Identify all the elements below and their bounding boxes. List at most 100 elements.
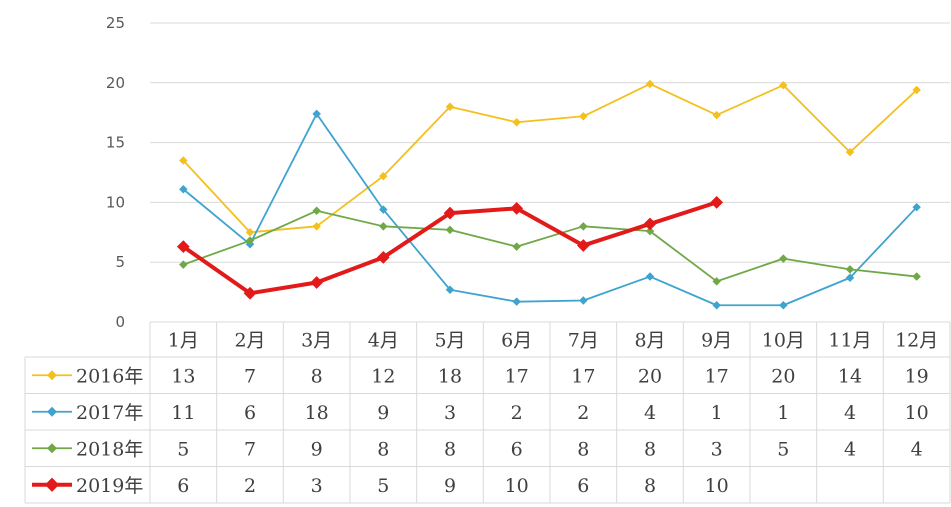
category-label: 1月 (168, 330, 199, 352)
data-point (712, 301, 721, 310)
data-point (312, 109, 321, 119)
data-point (245, 228, 255, 237)
category-label: 3月 (301, 330, 332, 352)
category-label: 9月 (701, 330, 732, 352)
data-point (245, 236, 255, 245)
data-point (179, 185, 188, 194)
table-cell-value: 2 (244, 475, 256, 497)
data-point (579, 112, 588, 121)
data-point (779, 254, 788, 263)
data-point (512, 297, 521, 306)
table-cell-value: 4 (844, 402, 856, 424)
y-tick-label: 15 (106, 134, 125, 152)
category-label: 12月 (895, 330, 938, 352)
legend-marker (44, 477, 60, 492)
data-point (312, 206, 321, 216)
category-label: 8月 (634, 330, 665, 352)
data-point (445, 102, 455, 111)
legend-label: 2016年 (76, 365, 143, 387)
table-cell-value: 8 (644, 438, 656, 460)
gridlines (150, 22, 950, 263)
data-point (179, 156, 188, 165)
table-cell-value: 2 (577, 402, 589, 424)
table-cell-value: 18 (438, 365, 462, 387)
table-cell-value: 6 (511, 438, 523, 460)
data-point (445, 225, 455, 235)
table-cell-value: 10 (705, 475, 729, 497)
data-point (379, 171, 388, 181)
y-tick-label: 0 (115, 313, 125, 331)
category-label: 5月 (434, 330, 465, 352)
table-cell-value: 9 (311, 438, 323, 460)
table-cell-value: 8 (577, 438, 589, 460)
table-cell-value: 9 (377, 402, 389, 424)
data-point (512, 242, 521, 251)
category-label: 2月 (234, 330, 265, 352)
category-label: 11月 (828, 330, 871, 352)
series-line (182, 112, 918, 307)
table-cell-value: 6 (177, 475, 189, 497)
table-cell-value: 20 (771, 365, 795, 387)
legend-label: 2017年 (76, 402, 143, 424)
data-point (310, 276, 324, 289)
data-point (845, 273, 855, 282)
table-cell-value: 17 (505, 365, 529, 387)
table-cell-value: 8 (644, 475, 656, 497)
table-cell-value: 8 (444, 438, 456, 460)
table-cell-value: 10 (905, 402, 929, 424)
series-line (183, 209, 917, 283)
table-cell-value: 13 (171, 365, 195, 387)
category-label: 7月 (568, 330, 599, 352)
data-point (243, 286, 257, 300)
table-cell-value: 6 (244, 402, 256, 424)
y-axis-ticks: 0 5 10 15 20 25 (106, 14, 125, 331)
table-cell-value: 18 (305, 402, 329, 424)
table-cell-value: 2 (511, 402, 523, 424)
category-label: 4月 (368, 330, 399, 352)
table-cell-value: 4 (644, 402, 656, 424)
data-point (379, 205, 388, 214)
data-point (779, 301, 788, 310)
data-point (645, 79, 655, 89)
data-point (712, 110, 721, 120)
data-point (845, 265, 855, 274)
data-point (312, 222, 321, 231)
data-point (712, 277, 721, 286)
data-point (512, 118, 521, 127)
category-label: 6月 (501, 330, 532, 352)
data-point (176, 240, 190, 254)
table-cell-value: 4 (911, 438, 923, 460)
data-point (379, 222, 388, 231)
legend-marker (47, 406, 57, 417)
table-cell-value: 17 (705, 365, 729, 387)
table-cell-value: 12 (371, 365, 395, 387)
table-cell-value: 4 (844, 438, 856, 460)
table-cell-value: 14 (838, 365, 862, 387)
data-point (579, 296, 588, 305)
data-point (710, 196, 724, 209)
table-cell-value: 20 (638, 365, 662, 387)
table-cell-value: 9 (444, 475, 456, 497)
table-cell-value: 5 (177, 438, 189, 460)
data-point (443, 206, 457, 220)
data-point (179, 260, 188, 269)
table-cell-value: 8 (311, 365, 323, 387)
data-point (445, 285, 455, 294)
data-point (643, 217, 657, 231)
legend-marker (47, 443, 57, 454)
table-cell-value: 19 (905, 365, 929, 387)
table-cell-value: 1 (711, 402, 723, 424)
legend-label: 2019年 (76, 475, 143, 497)
y-tick-label: 5 (115, 253, 125, 271)
data-point (645, 272, 655, 281)
category-label: 10月 (762, 330, 805, 352)
table-cell-value: 6 (577, 475, 589, 497)
table-cell-value: 17 (571, 365, 595, 387)
table-cell-value: 3 (444, 402, 456, 424)
table-cell-value: 3 (711, 438, 723, 460)
table-cell-value: 8 (377, 438, 389, 460)
legend-label: 2018年 (76, 438, 143, 460)
table-cell-value: 10 (505, 475, 529, 497)
series-line (182, 83, 918, 234)
data-point (579, 222, 588, 231)
